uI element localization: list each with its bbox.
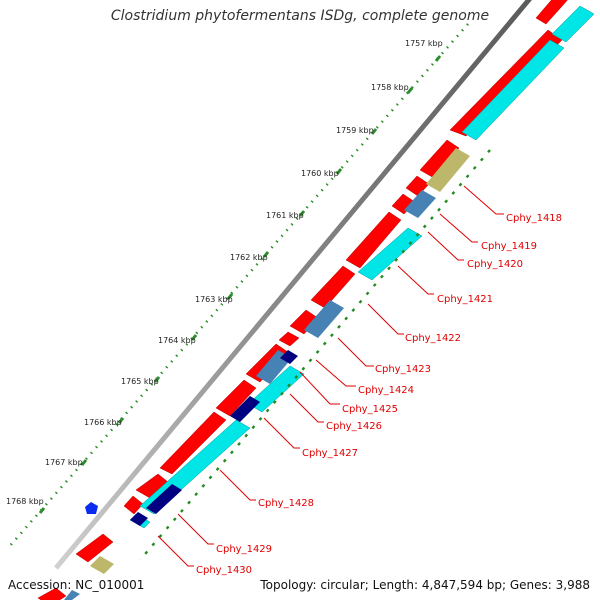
kbp-label-1761: 1761 kbp [266,211,304,220]
gene-label: Cphy_1430 [196,565,252,576]
gene-label: Cphy_1428 [258,498,314,509]
gene-label: Cphy_1423 [375,364,431,375]
gene-label: Cphy_1427 [302,448,358,459]
gene-label: Cphy_1429 [216,544,272,555]
accession-text: Accession: NC_010001 [8,578,145,592]
gene-label: Cphy_1419 [481,241,537,252]
khaki-features [90,148,470,574]
gene-label: Cphy_1421 [437,294,493,305]
kbp-label-1768: 1768 kbp [6,497,44,506]
outer-ruler-dots [7,23,469,549]
genome-backbone [54,0,532,570]
gene-label: Cphy_1422 [405,333,461,344]
forward-strand-cds [37,0,568,600]
kbp-label-1757: 1757 kbp [405,39,443,48]
kbp-label-1762: 1762 kbp [230,253,268,262]
kbp-label-1760: 1760 kbp [301,169,339,178]
kbp-labels: 1757 kbp 1758 kbp 1759 kbp 1760 kbp 1761… [6,39,443,506]
gene-label: Cphy_1424 [358,385,414,396]
map-title: Clostridium phytofermentans ISDg, comple… [110,8,490,24]
reverse-strand-cds [129,5,595,529]
gene-label: Cphy_1425 [342,404,398,415]
kbp-label-1765: 1765 kbp [121,377,159,386]
gene-labels: Cphy_1418 Cphy_1419 Cphy_1420 Cphy_1421 … [196,213,562,576]
kbp-label-1767: 1767 kbp [45,458,83,467]
genome-summary-text: Topology: circular; Length: 4,847,594 bp… [260,578,590,592]
kbp-label-1759: 1759 kbp [336,126,374,135]
navy-features [130,350,298,526]
kbp-label-1758: 1758 kbp [371,83,409,92]
kbp-label-1766: 1766 kbp [84,418,122,427]
gene-label: Cphy_1418 [506,213,562,224]
gene-label: Cphy_1426 [326,421,382,432]
outer-ruler-ticks [38,55,442,514]
kbp-label-1763: 1763 kbp [195,295,233,304]
kbp-label-1764: 1764 kbp [158,336,196,345]
feature-marker-blue [85,502,98,514]
gene-label-leaders [157,185,504,567]
inner-ruler-dots [139,149,491,561]
gene-label: Cphy_1420 [467,259,523,270]
